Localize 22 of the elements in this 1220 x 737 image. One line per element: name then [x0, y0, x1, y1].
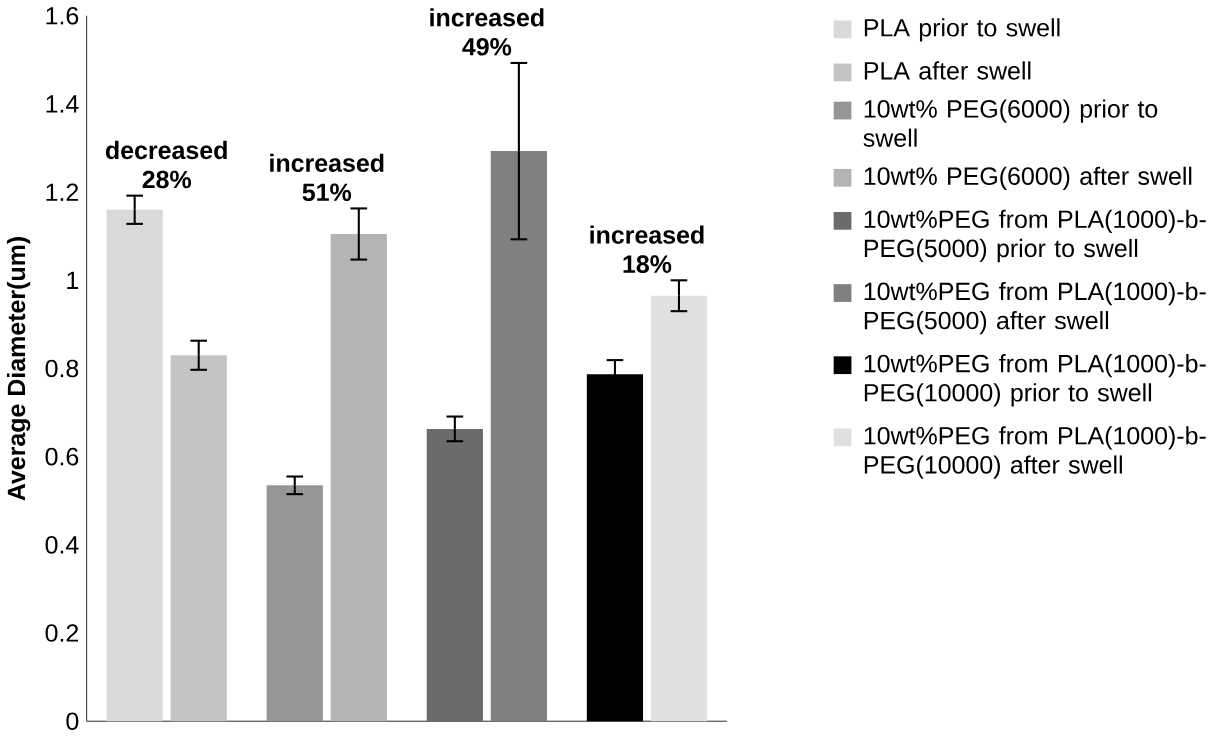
y-tick-label: 0 [66, 712, 79, 731]
y-tick-label: 0.4 [45, 536, 79, 554]
legend-label: 10wt%PEG from PLA(1000)-b-PEG(10000) after swell [864, 426, 1206, 479]
legend-label: 10wt% PEG(6000) after swell [864, 166, 1192, 190]
annotation: decreased 28% [105, 140, 227, 189]
y-axis-title: Average Diameter(um) [6, 237, 31, 501]
annotation: increased 51% [270, 153, 384, 202]
y-tick-label: 0.8 [45, 359, 79, 378]
annotation: increased 49% [430, 8, 544, 56]
legend-label: 10wt%PEG from PLA(1000)-b-PEG(5000) prior to swell [864, 209, 1206, 263]
y-tick-label: 1.2 [46, 183, 79, 201]
y-tick-label: 1.6 [46, 6, 79, 25]
legend-label: 10wt%PEG from PLA(1000)-b-PEG(10000) prior to swell [864, 354, 1206, 407]
y-tick-label: 1 [67, 271, 79, 289]
annotation: increased 18% [590, 225, 704, 273]
legend-label: PLA after swell [864, 61, 1031, 80]
y-tick-label: 0.6 [45, 447, 79, 466]
legend-label: PLA prior to swell [864, 18, 1060, 42]
legend-label: 10wt%PEG from PLA(1000)-b-PEG(5000) after swell [864, 281, 1206, 335]
y-tick-label: 1.4 [46, 95, 79, 113]
y-tick-label: 0.2 [45, 624, 79, 642]
legend-label: 10wt% PEG(6000) prior to swell [863, 99, 1158, 147]
